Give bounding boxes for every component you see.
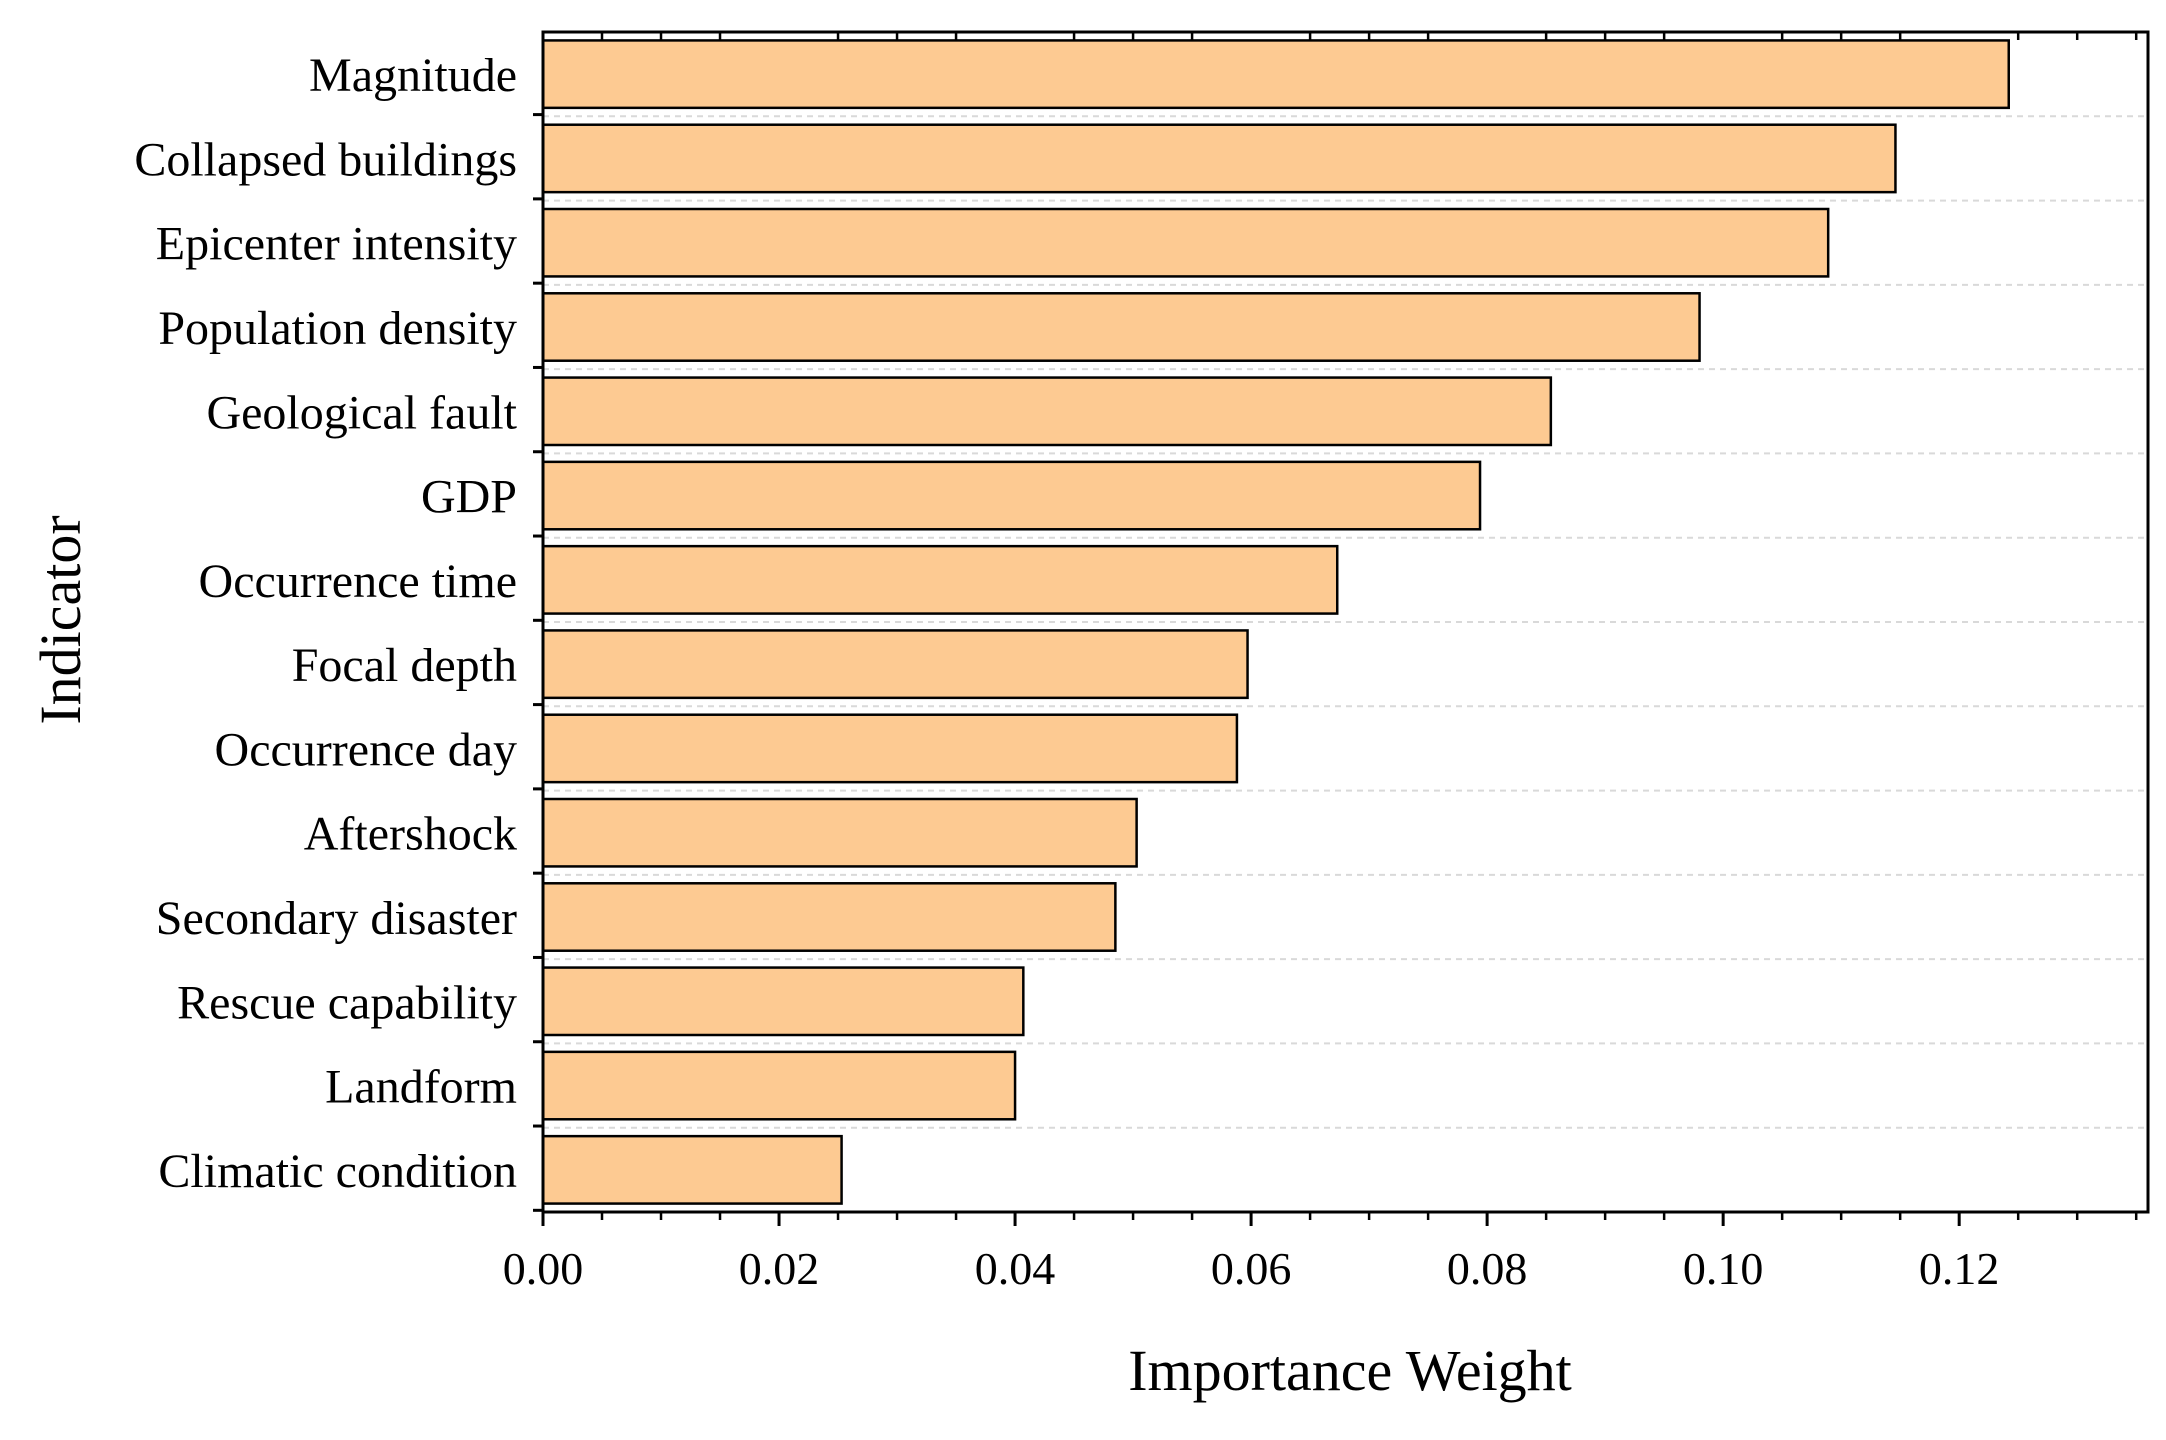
y-tick-label: Occurrence time — [199, 555, 517, 608]
x-tick-label: 0.00 — [503, 1243, 584, 1294]
y-tick-label: Landform — [325, 1061, 517, 1114]
bar — [541, 882, 1117, 952]
y-tick-label: Population density — [158, 302, 517, 355]
grid-layer — [543, 115, 2148, 1129]
bar — [541, 207, 1830, 278]
y-tick-label: Aftershock — [304, 808, 517, 861]
y-tick-label: Climatic condition — [158, 1145, 517, 1198]
axis-layer — [533, 30, 2150, 1226]
bar — [541, 460, 1482, 531]
bar — [541, 629, 1249, 700]
x-tick-label: 0.06 — [1211, 1243, 1292, 1294]
bar — [541, 39, 2010, 110]
bar — [541, 713, 1239, 784]
y-tick-label: Collapsed buildings — [134, 133, 517, 186]
y-tick-label: Geological fault — [206, 386, 517, 439]
x-tick-label: 0.04 — [975, 1243, 1056, 1294]
y-tick-label: Occurrence day — [215, 723, 517, 776]
x-tick-label: 0.12 — [1919, 1243, 2000, 1294]
bar — [541, 544, 1339, 615]
bar — [541, 292, 1701, 362]
y-axis-title: Indicator — [28, 515, 93, 724]
x-tick-label: 0.10 — [1683, 1243, 1764, 1294]
y-tick-label: Epicenter intensity — [156, 218, 517, 271]
y-tick-label: Secondary disaster — [156, 892, 517, 945]
bar — [541, 1134, 843, 1205]
bar — [541, 123, 1897, 194]
y-tick-label: Rescue capability — [177, 976, 517, 1029]
x-tick-label: 0.02 — [739, 1243, 820, 1294]
bar — [541, 376, 1553, 447]
plot-frame — [541, 30, 2150, 1214]
bar — [541, 797, 1138, 868]
bar — [541, 966, 1025, 1037]
y-tick-label: GDP — [421, 471, 517, 524]
x-tick-label: 0.08 — [1447, 1243, 1528, 1294]
x-axis-title: Importance Weight — [1128, 1338, 1572, 1403]
bar — [541, 1050, 1017, 1121]
label-layer: Magnitude Collapsed buildings Epicenter in… — [134, 49, 1999, 1294]
bar-layer — [541, 39, 2010, 1205]
y-tick-label: Magnitude — [309, 49, 517, 102]
y-tick-label: Focal depth — [292, 639, 517, 692]
